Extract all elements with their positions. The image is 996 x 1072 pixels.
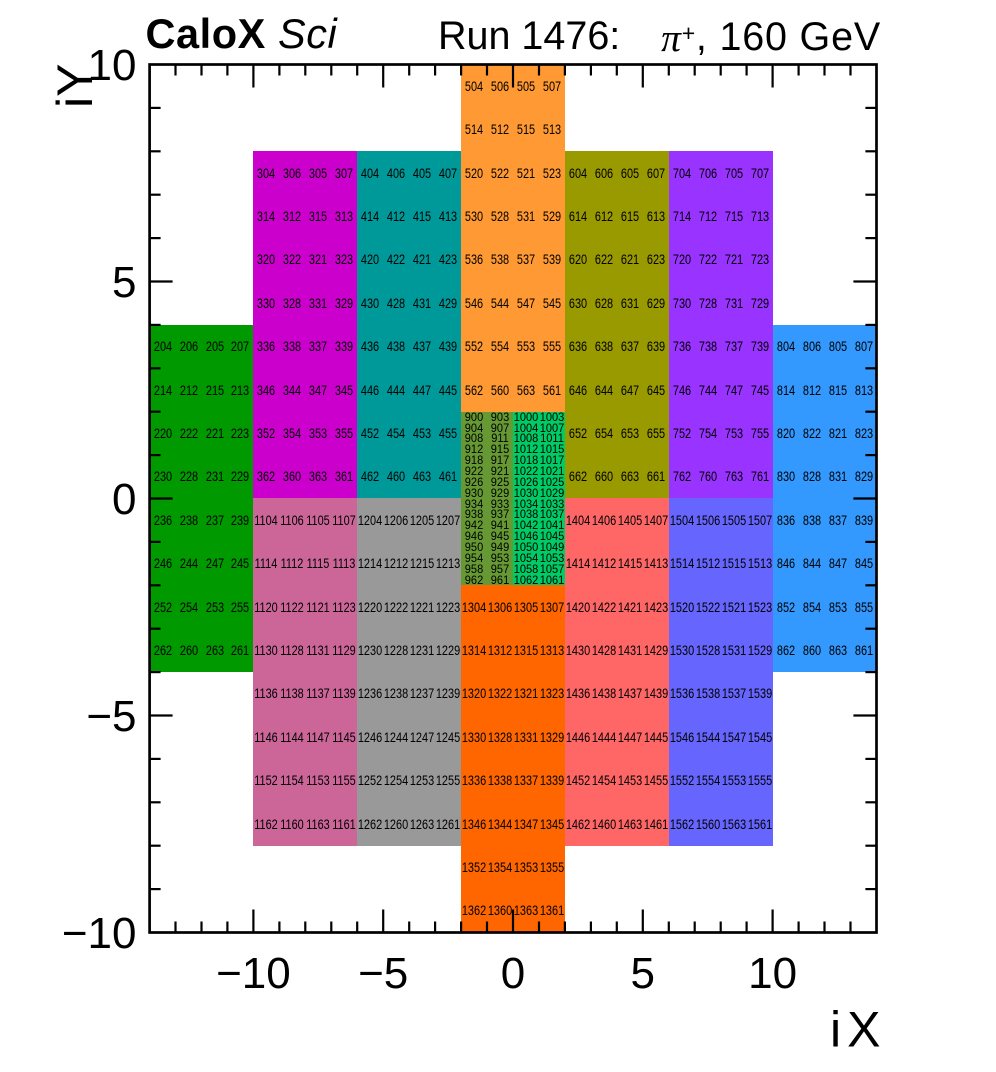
- svg-text:iY: iY: [47, 64, 103, 108]
- svg-text:iX: iX: [830, 1001, 886, 1057]
